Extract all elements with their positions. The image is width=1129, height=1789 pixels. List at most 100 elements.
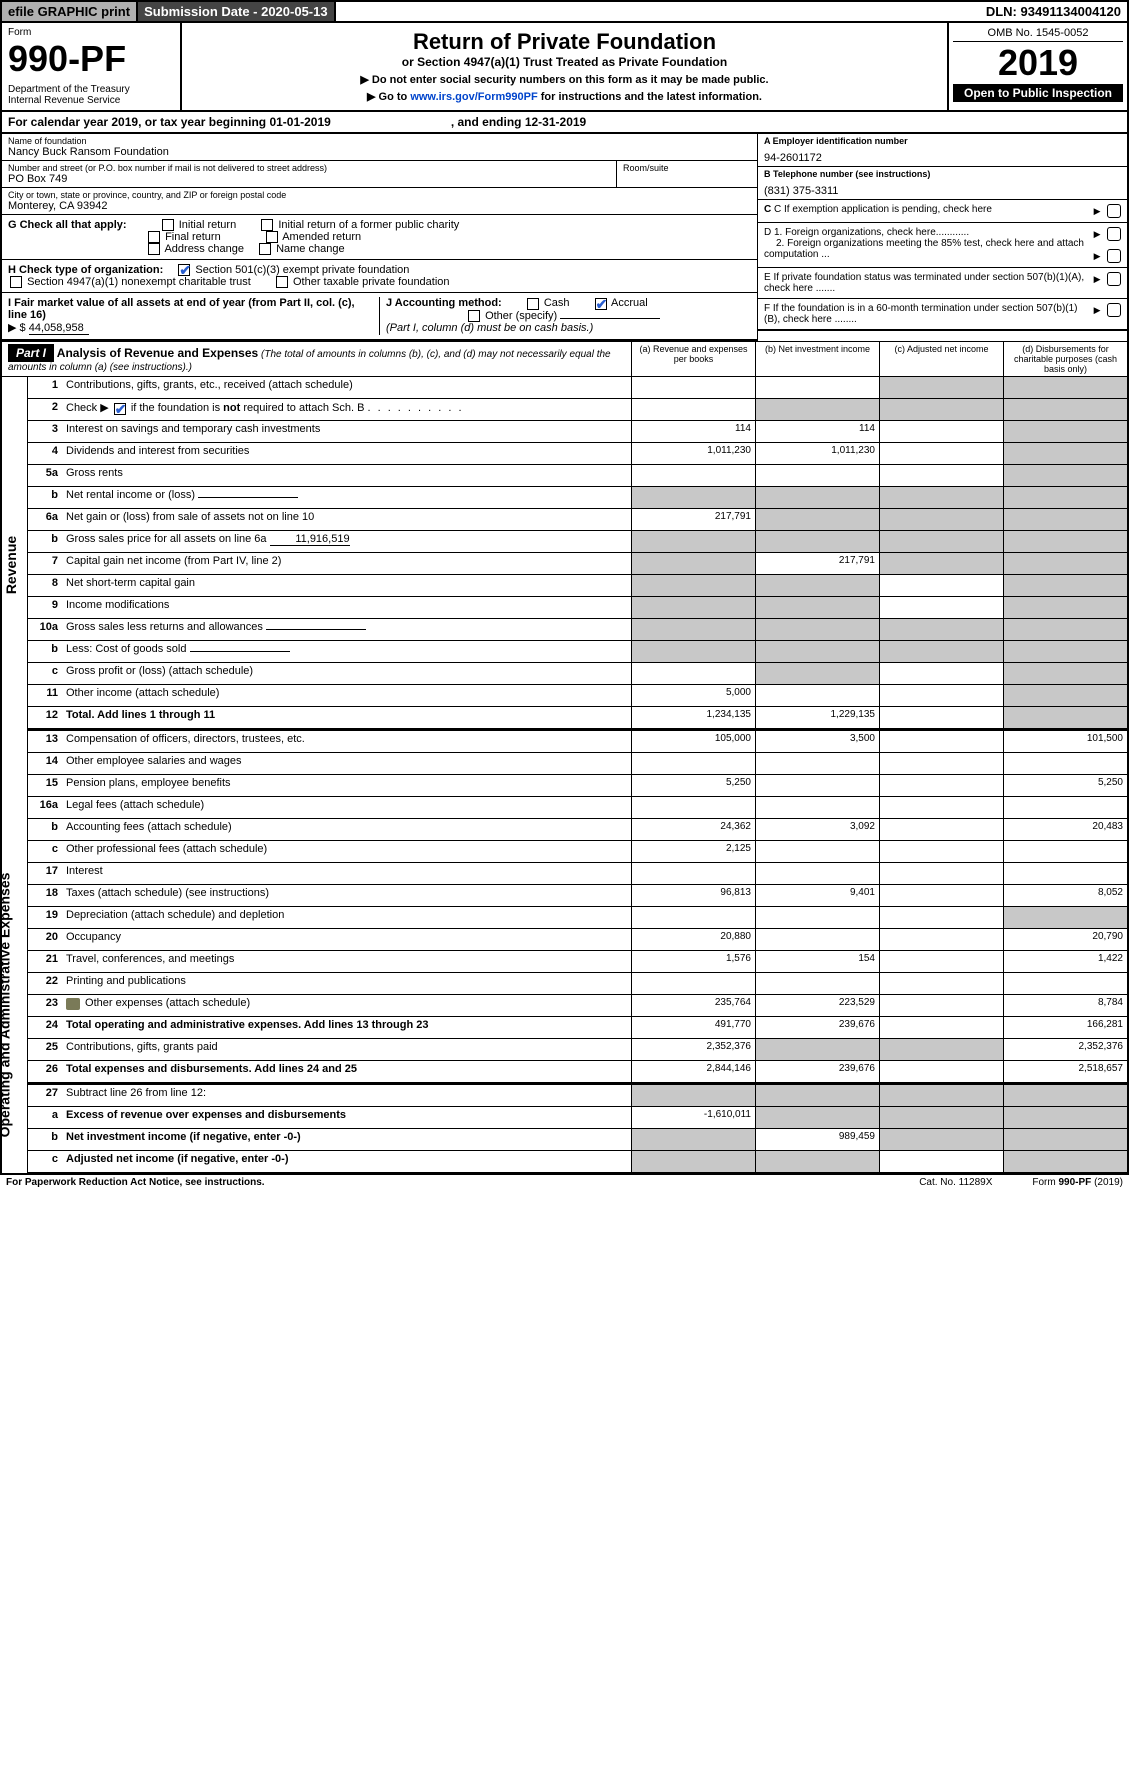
- table-row: 13Compensation of officers, directors, t…: [28, 731, 1127, 753]
- cb-f[interactable]: [1107, 303, 1121, 317]
- cb-accrual[interactable]: [595, 298, 607, 310]
- data-cell: [755, 663, 879, 684]
- data-cell: [879, 973, 1003, 994]
- cb-address-change[interactable]: [148, 243, 160, 255]
- data-cell: [631, 377, 755, 398]
- tel-value: (831) 375-3311: [764, 185, 1121, 197]
- cb-501c3[interactable]: [178, 264, 190, 276]
- rows-container: 1Contributions, gifts, grants, etc., rec…: [28, 377, 1127, 1173]
- row-desc: Net investment income (if negative, ente…: [62, 1129, 631, 1150]
- data-cell: [1003, 1107, 1127, 1128]
- data-cell: [1003, 753, 1127, 774]
- table-row: 8Net short-term capital gain: [28, 575, 1127, 597]
- row-num: 8: [28, 575, 62, 596]
- data-cell: [755, 531, 879, 552]
- data-cell: [1003, 707, 1127, 728]
- data-cell: [1003, 863, 1127, 884]
- row-num: b: [28, 487, 62, 508]
- top-bar: efile GRAPHIC print Submission Date - 20…: [0, 0, 1129, 23]
- data-cell: [631, 1129, 755, 1150]
- ij-row: I Fair market value of all assets at end…: [2, 293, 757, 341]
- address-row: Number and street (or P.O. box number if…: [2, 161, 757, 188]
- ein-cell: A Employer identification number 94-2601…: [758, 134, 1127, 167]
- cb-e[interactable]: [1107, 272, 1121, 286]
- expenses-label: Operating and Administrative Expenses: [0, 873, 12, 1138]
- omb-number: OMB No. 1545-0052: [953, 27, 1123, 42]
- other-specify-line[interactable]: [560, 318, 660, 319]
- data-cell: [879, 1017, 1003, 1038]
- data-cell: 5,250: [1003, 775, 1127, 796]
- data-cell: [879, 907, 1003, 928]
- data-cell: [879, 1107, 1003, 1128]
- note-1: ▶ Do not enter social security numbers o…: [188, 73, 941, 86]
- data-cell: [1003, 973, 1127, 994]
- data-cell: [631, 531, 755, 552]
- data-cell: 1,234,135: [631, 707, 755, 728]
- submission-date: Submission Date - 2020-05-13: [138, 2, 336, 21]
- efile-button[interactable]: efile GRAPHIC print: [2, 2, 138, 21]
- street-cell: Number and street (or P.O. box number if…: [2, 161, 617, 187]
- data-cell: [1003, 531, 1127, 552]
- form-link[interactable]: www.irs.gov/Form990PF: [410, 91, 537, 103]
- cb-c[interactable]: [1107, 204, 1121, 218]
- row-desc: Printing and publications: [62, 973, 631, 994]
- data-cell: 5,250: [631, 775, 755, 796]
- cb-schb[interactable]: [114, 403, 126, 415]
- table-row: 5aGross rents: [28, 465, 1127, 487]
- row-desc: Depreciation (attach schedule) and deple…: [62, 907, 631, 928]
- table-row: 16aLegal fees (attach schedule): [28, 797, 1127, 819]
- row-desc: Total operating and administrative expen…: [62, 1017, 631, 1038]
- cb-initial-return[interactable]: [162, 219, 174, 231]
- cb-final[interactable]: [148, 231, 160, 243]
- data-cell: [879, 443, 1003, 464]
- row-num: 16a: [28, 797, 62, 818]
- opt-4947: Section 4947(a)(1) nonexempt charitable …: [27, 276, 251, 288]
- data-cell: [755, 907, 879, 928]
- data-cell: [1003, 907, 1127, 928]
- row-desc: Capital gain net income (from Part IV, l…: [62, 553, 631, 574]
- f-label: F If the foundation is in a 60-month ter…: [764, 303, 1094, 325]
- data-cell: 1,229,135: [755, 707, 879, 728]
- data-cell: [631, 973, 755, 994]
- table-row: cOther professional fees (attach schedul…: [28, 841, 1127, 863]
- cb-cash[interactable]: [527, 298, 539, 310]
- j-note: (Part I, column (d) must be on cash basi…: [386, 322, 593, 334]
- data-cell: [631, 1085, 755, 1106]
- cb-other-method[interactable]: [468, 310, 480, 322]
- data-cell: 3,500: [755, 731, 879, 752]
- data-cell: [879, 1129, 1003, 1150]
- cb-other-taxable[interactable]: [276, 276, 288, 288]
- data-cell: 20,880: [631, 929, 755, 950]
- attachment-icon[interactable]: [66, 998, 80, 1010]
- row-num: 9: [28, 597, 62, 618]
- cb-d2[interactable]: [1107, 249, 1121, 263]
- table-row: 15Pension plans, employee benefits5,2505…: [28, 775, 1127, 797]
- table-row: 23 Other expenses (attach schedule)235,7…: [28, 995, 1127, 1017]
- data-cell: [755, 753, 879, 774]
- row-desc: Travel, conferences, and meetings: [62, 951, 631, 972]
- row-desc: Gross profit or (loss) (attach schedule): [62, 663, 631, 684]
- cb-4947[interactable]: [10, 276, 22, 288]
- cb-amended[interactable]: [266, 231, 278, 243]
- data-cell: [879, 1085, 1003, 1106]
- data-cell: [1003, 641, 1127, 662]
- data-cell: [879, 465, 1003, 486]
- row-num: 26: [28, 1061, 62, 1082]
- data-cell: [879, 575, 1003, 596]
- data-cell: [755, 863, 879, 884]
- data-cell: [1003, 509, 1127, 530]
- table-row: 7Capital gain net income (from Part IV, …: [28, 553, 1127, 575]
- row-desc: Gross sales less returns and allowances: [62, 619, 631, 640]
- opt-cash: Cash: [544, 297, 570, 309]
- data-cell: 2,844,146: [631, 1061, 755, 1082]
- cb-d1[interactable]: [1107, 227, 1121, 241]
- c-row: C C If exemption application is pending,…: [758, 200, 1127, 223]
- cb-name-change[interactable]: [259, 243, 271, 255]
- calendar-begin: For calendar year 2019, or tax year begi…: [8, 115, 331, 129]
- row-num: 13: [28, 731, 62, 752]
- col-c-hdr: (c) Adjusted net income: [879, 342, 1003, 376]
- cb-initial-public[interactable]: [261, 219, 273, 231]
- e-label: E If private foundation status was termi…: [764, 272, 1094, 294]
- data-cell: [1003, 421, 1127, 442]
- data-cell: [755, 399, 879, 420]
